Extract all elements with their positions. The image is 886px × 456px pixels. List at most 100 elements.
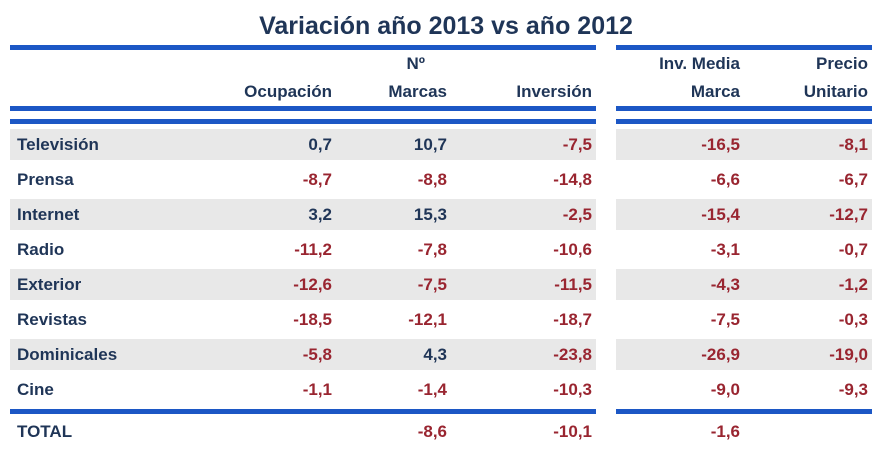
top-rule bbox=[10, 45, 882, 50]
cell-precio: -0,7 bbox=[838, 240, 868, 259]
row-label: Internet bbox=[10, 197, 202, 232]
cell-marcas: -12,1 bbox=[408, 310, 447, 329]
rule-left-segment bbox=[10, 45, 596, 50]
table-row-prensa: Prensa -8,7 -8,8 -14,8 -6,6 -6,7 bbox=[10, 162, 882, 197]
cell-inversion: -7,5 bbox=[451, 127, 596, 162]
cell-inv-media: -7,5 bbox=[710, 310, 740, 329]
cell-ocupacion: 0,7 bbox=[202, 127, 336, 162]
cell-inversion: -14,8 bbox=[553, 170, 592, 189]
cell-inversion: -11,5 bbox=[451, 267, 596, 302]
rule-left-segment bbox=[10, 106, 596, 111]
cell-ocupacion: -18,5 bbox=[293, 310, 332, 329]
table-row-dominicales: Dominicales -5,8 4,3 -23,8 -26,9 -19,0 bbox=[10, 337, 882, 372]
rule-right-segment bbox=[616, 45, 872, 50]
cell-inv-media: -16,5 bbox=[616, 127, 744, 162]
cell-precio: -0,3 bbox=[838, 310, 868, 329]
table-row-television: Televisión 0,7 10,7 -7,5 -16,5 -8,1 bbox=[10, 127, 882, 162]
cell-inv-media: -9,0 bbox=[710, 380, 740, 399]
cell-inversion: -2,5 bbox=[451, 197, 596, 232]
header-marcas: Marcas bbox=[388, 82, 447, 101]
cell-inversion: -18,7 bbox=[553, 310, 592, 329]
rule-left-segment bbox=[10, 119, 596, 124]
cell-marcas: 10,7 bbox=[336, 127, 451, 162]
block-gap bbox=[596, 372, 616, 407]
header-row-top: Nº Inv. Media Precio bbox=[10, 50, 882, 78]
cell-inversion: -10,6 bbox=[553, 240, 592, 259]
page-title: Variación año 2013 vs año 2012 bbox=[259, 12, 633, 40]
header-row-bottom: Ocupación Marcas Inversión Marca Unitari… bbox=[10, 78, 882, 106]
row-label: Cine bbox=[17, 380, 54, 399]
table-row-internet: Internet 3,2 15,3 -2,5 -15,4 -12,7 bbox=[10, 197, 882, 232]
cell-precio: -12,7 bbox=[744, 197, 872, 232]
block-gap bbox=[596, 197, 616, 232]
header-marca: Marca bbox=[690, 82, 740, 101]
block-gap bbox=[596, 302, 616, 337]
table-row-revistas: Revistas -18,5 -12,1 -18,7 -7,5 -0,3 bbox=[10, 302, 882, 337]
cell-ocupacion bbox=[202, 417, 336, 447]
cell-inv-media: -26,9 bbox=[616, 337, 744, 372]
table-row-total: TOTAL -8,6 -10,1 -1,6 bbox=[10, 417, 882, 452]
total-label: TOTAL bbox=[17, 422, 73, 441]
cell-marcas: -7,8 bbox=[417, 240, 447, 259]
cell-precio: -19,0 bbox=[744, 337, 872, 372]
header-inv-media: Inv. Media bbox=[659, 54, 740, 73]
block-gap bbox=[596, 162, 616, 197]
rule-right-segment bbox=[616, 409, 872, 414]
cell-ocupacion: 3,2 bbox=[202, 197, 336, 232]
row-label: Dominicales bbox=[10, 337, 202, 372]
total-rule bbox=[10, 409, 882, 414]
cell-marcas: 15,3 bbox=[336, 197, 451, 232]
cell-precio: -1,2 bbox=[744, 267, 872, 302]
cell-inversion: -23,8 bbox=[451, 337, 596, 372]
header-precio: Precio bbox=[816, 54, 868, 73]
header-no: Nº bbox=[406, 54, 426, 73]
cell-precio bbox=[744, 417, 872, 447]
header-inversion: Inversión bbox=[516, 82, 592, 101]
cell-ocupacion: -5,8 bbox=[202, 337, 336, 372]
variation-table-panel: Variación año 2013 vs año 2012 Nº Inv. M… bbox=[10, 0, 882, 452]
rule-right-segment bbox=[616, 119, 872, 124]
row-label: Radio bbox=[17, 240, 65, 259]
cell-precio: -6,7 bbox=[838, 170, 868, 189]
cell-inversion: -10,1 bbox=[553, 422, 592, 441]
block-gap bbox=[596, 232, 616, 267]
cell-inv-media: -4,3 bbox=[616, 267, 744, 302]
row-label: Prensa bbox=[17, 170, 74, 189]
table-row-exterior: Exterior -12,6 -7,5 -11,5 -4,3 -1,2 bbox=[10, 267, 882, 302]
cell-ocupacion: -8,7 bbox=[302, 170, 332, 189]
cell-marcas: -1,4 bbox=[417, 380, 447, 399]
header-empty bbox=[10, 50, 202, 78]
cell-ocupacion: -11,2 bbox=[294, 240, 332, 259]
cell-ocupacion: -12,6 bbox=[202, 267, 336, 302]
block-gap bbox=[596, 127, 616, 162]
header-ocupacion: Ocupación bbox=[244, 82, 332, 101]
header-empty bbox=[202, 50, 336, 78]
cell-marcas: -7,5 bbox=[336, 267, 451, 302]
header-empty bbox=[451, 50, 596, 78]
cell-inv-media: -15,4 bbox=[616, 197, 744, 232]
block-gap bbox=[596, 78, 616, 106]
cell-marcas: -8,6 bbox=[417, 422, 447, 441]
cell-precio: -9,3 bbox=[838, 380, 868, 399]
table-row-radio: Radio -11,2 -7,8 -10,6 -3,1 -0,7 bbox=[10, 232, 882, 267]
cell-inv-media: -3,1 bbox=[710, 240, 740, 259]
cell-inv-media: -6,6 bbox=[710, 170, 740, 189]
table-row-cine: Cine -1,1 -1,4 -10,3 -9,0 -9,3 bbox=[10, 372, 882, 407]
block-gap bbox=[596, 267, 616, 302]
header-rule-upper bbox=[10, 106, 882, 111]
rule-right-segment bbox=[616, 106, 872, 111]
cell-inv-media: -1,6 bbox=[710, 422, 740, 441]
spacer bbox=[10, 111, 882, 119]
block-gap bbox=[596, 417, 616, 447]
cell-inversion: -10,3 bbox=[553, 380, 592, 399]
cell-marcas: 4,3 bbox=[336, 337, 451, 372]
header-unitario: Unitario bbox=[803, 82, 868, 101]
header-empty bbox=[10, 78, 202, 106]
row-label: Exterior bbox=[10, 267, 202, 302]
block-gap bbox=[596, 337, 616, 372]
cell-marcas: -8,8 bbox=[417, 170, 447, 189]
cell-precio: -8,1 bbox=[744, 127, 872, 162]
row-label: Revistas bbox=[17, 310, 87, 329]
header-rule-lower bbox=[10, 119, 882, 124]
rule-left-segment bbox=[10, 409, 596, 414]
